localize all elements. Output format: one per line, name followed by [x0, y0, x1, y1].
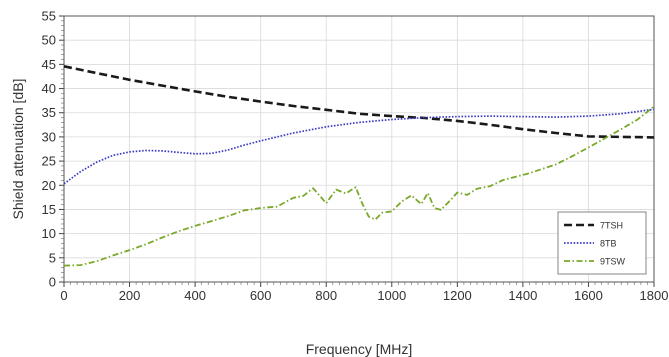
x-tick-label: 600 — [250, 288, 272, 303]
x-tick-label: 1200 — [443, 288, 472, 303]
y-axis-title: Shield attenuation [dB] — [10, 79, 26, 220]
series-line-8tb — [63, 108, 655, 185]
x-tick-label: 1400 — [508, 288, 537, 303]
series-line-9tsw — [63, 105, 655, 267]
x-tick-label: 1000 — [377, 288, 406, 303]
y-tick-label: 25 — [42, 154, 56, 169]
legend-label-8tb: 8TB — [600, 239, 617, 249]
x-axis-title: Frequency [MHz] — [306, 341, 413, 357]
y-tick-label: 45 — [42, 57, 56, 72]
x-tick-label: 200 — [119, 288, 141, 303]
series-lines — [63, 65, 655, 267]
legend-label-9tsw: 9TSW — [600, 257, 626, 267]
y-tick-label: 5 — [49, 250, 56, 265]
y-tick-label: 10 — [42, 226, 56, 241]
y-tick-label: 15 — [42, 202, 56, 217]
y-tick-label: 55 — [42, 9, 56, 24]
y-tick-label: 30 — [42, 129, 56, 144]
series-line-7tsh — [63, 65, 655, 139]
x-tick-label: 1600 — [574, 288, 603, 303]
x-tick-label: 0 — [60, 288, 67, 303]
x-tick-label: 800 — [315, 288, 337, 303]
x-tick-label: 1800 — [640, 288, 669, 303]
legend-box — [557, 211, 647, 275]
legend: 7TSH 8TB 9TSW — [557, 211, 647, 275]
y-tick-label: 35 — [42, 105, 56, 120]
y-tick-label: 0 — [49, 275, 56, 290]
legend-label-7tsh: 7TSH — [600, 221, 623, 231]
y-tick-label: 50 — [42, 33, 56, 48]
y-tick-label: 20 — [42, 178, 56, 193]
plot-frame — [63, 15, 655, 283]
y-tick-label: 40 — [42, 81, 56, 96]
x-tick-label: 400 — [184, 288, 206, 303]
axes: 0 5 10 15 20 25 30 35 40 45 50 55 0 200 400 600 800 1000 1… — [42, 9, 669, 304]
